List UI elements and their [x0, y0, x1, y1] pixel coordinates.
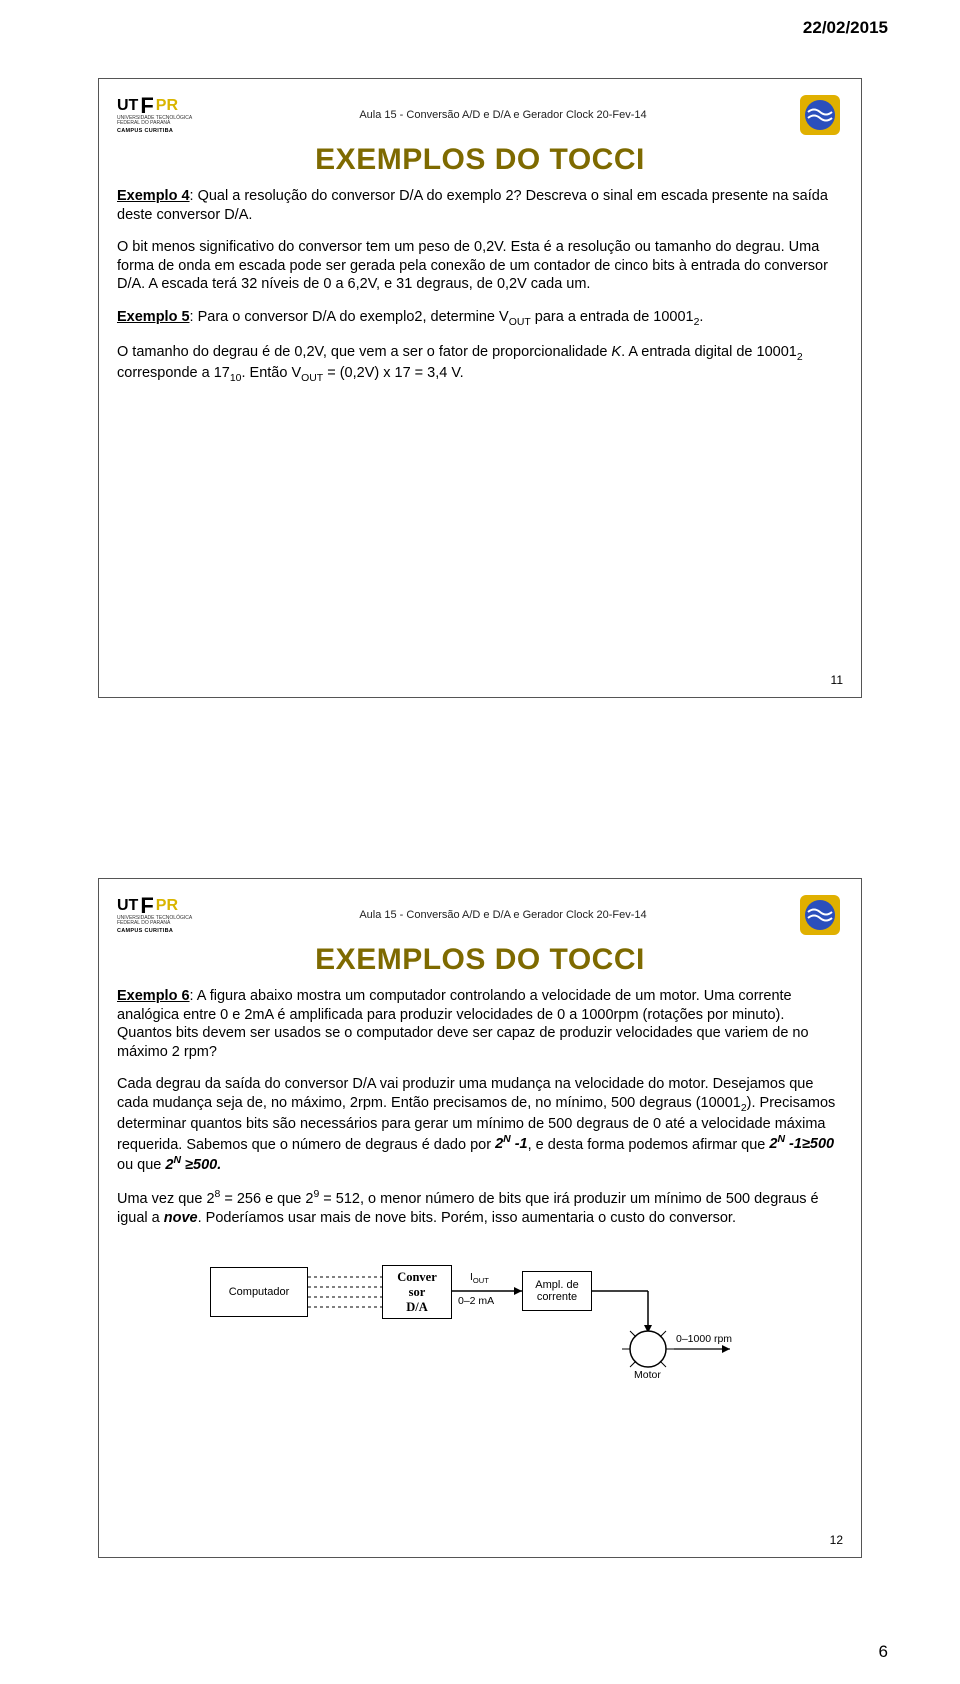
box-conversor: Conver sor D/A [382, 1265, 452, 1319]
logo-text-f: F [140, 97, 153, 115]
ex6-q: : A figura abaixo mostra um computador c… [117, 988, 809, 1060]
exemplo4-q-text: : Qual a resolução do conversor D/A do e… [117, 188, 828, 223]
logo-text-pr: PR [156, 97, 178, 115]
ex5-a2: . A entrada digital de 10001 [621, 344, 797, 360]
page-number: 6 [879, 1642, 888, 1662]
sub-out: OUT [509, 317, 531, 328]
exemplo6-label: Exemplo 6 [117, 988, 190, 1004]
logo-text-pr-2: PR [156, 897, 178, 915]
logo-utfpr: UTFPR UNIVERSIDADE TECNOLÓGICA FEDERAL D… [117, 96, 209, 134]
label-motor: Motor [634, 1369, 661, 1381]
ex5-k: K [611, 344, 621, 360]
box-amp: Ampl. de corrente [522, 1271, 592, 1311]
p2c: , e desta forma podemos afirmar que [528, 1136, 770, 1152]
exemplo6-question: Exemplo 6: A figura abaixo mostra um com… [117, 987, 843, 1061]
sub-out-b: OUT [301, 373, 323, 384]
slide-header: UTFPR UNIVERSIDADE TECNOLÓGICA FEDERAL D… [117, 93, 843, 137]
logo-campus: CAMPUS CURITIBA [117, 128, 209, 134]
exemplo6-p3: Uma vez que 28 = 256 e que 29 = 512, o m… [117, 1188, 843, 1227]
exemplo5-q-part2: para a entrada de 10001 [531, 309, 694, 325]
label-rpm: 0–1000 rpm [676, 1333, 732, 1345]
sub-10: 10 [230, 373, 242, 384]
slide-header-title-2: Aula 15 - Conversão A/D e D/A e Gerador … [217, 909, 789, 921]
exemplo5-answer: O tamanho do degrau é de 0,2V, que vem a… [117, 343, 843, 386]
p3d: . Poderíamos usar mais de nove bits. Por… [198, 1210, 736, 1226]
exemplo4-answer: O bit menos significativo do conversor t… [117, 238, 843, 294]
slide-body: Exemplo 4: Qual a resolução do conversor… [117, 187, 843, 385]
iout-sub: OUT [473, 1276, 489, 1285]
logo-campus-2: CAMPUS CURITIBA [117, 928, 209, 934]
slide-header-2: UTFPR UNIVERSIDADE TECNOLÓGICA FEDERAL D… [117, 893, 843, 937]
sup-n3: N [173, 1155, 181, 1166]
expr2b: -1≥500 [785, 1136, 834, 1152]
logo-badge-icon [797, 93, 843, 137]
exemplo5-q-part3: . [699, 309, 703, 325]
slide-body-2: Exemplo 6: A figura abaixo mostra um com… [117, 987, 843, 1227]
ex5-a5: = (0,2V) x 17 = 3,4 V. [323, 365, 464, 381]
expr3b: ≥500. [181, 1157, 221, 1173]
logo-text-ut-2: UT [117, 897, 138, 915]
slide-2: UTFPR UNIVERSIDADE TECNOLÓGICA FEDERAL D… [98, 878, 862, 1558]
sub-2b: 2 [797, 352, 803, 363]
p2d: ou que [117, 1157, 165, 1173]
label-iout-range: 0–2 mA [458, 1295, 494, 1307]
nove: nove [164, 1210, 198, 1226]
exemplo5-q-part1: : Para o conversor D/A do exemplo2, dete… [190, 309, 509, 325]
slide-number-2: 12 [830, 1533, 843, 1547]
sup-n2: N [777, 1135, 785, 1146]
expr1b: -1 [511, 1136, 528, 1152]
ex5-a4: . Então V [241, 365, 301, 381]
exemplo5-label: Exemplo 5 [117, 309, 190, 325]
ex5-a3: corresponde a 17 [117, 365, 230, 381]
p3a: Uma vez que 2 [117, 1191, 215, 1207]
logo-subtitle-2: UNIVERSIDADE TECNOLÓGICA FEDERAL DO PARA… [117, 916, 209, 926]
logo-text-ut: UT [117, 97, 138, 115]
slide-title-2: EXEMPLOS DO TOCCI [117, 943, 843, 977]
exemplo4-question: Exemplo 4: Qual a resolução do conversor… [117, 187, 843, 224]
label-iout: IOUT [470, 1271, 489, 1285]
expr1: 2 [495, 1136, 503, 1152]
slide-header-title: Aula 15 - Conversão A/D e D/A e Gerador … [217, 109, 789, 121]
exemplo4-label: Exemplo 4 [117, 188, 190, 204]
logo-utfpr-2: UTFPR UNIVERSIDADE TECNOLÓGICA FEDERAL D… [117, 896, 209, 934]
page-date: 22/02/2015 [803, 18, 888, 38]
p3b: = 256 e que 2 [220, 1191, 313, 1207]
ex5-a1: O tamanho do degrau é de 0,2V, que vem a… [117, 344, 611, 360]
sup-n: N [503, 1135, 511, 1146]
slide-number: 11 [831, 673, 843, 687]
box-computador: Computador [210, 1267, 308, 1317]
exemplo5-question: Exemplo 5: Para o conversor D/A do exemp… [117, 308, 843, 329]
slide-title: EXEMPLOS DO TOCCI [117, 143, 843, 177]
logo-text-f-2: F [140, 897, 153, 915]
slide-1: UTFPR UNIVERSIDADE TECNOLÓGICA FEDERAL D… [98, 78, 862, 698]
exemplo6-p2: Cada degrau da saída do conversor D/A va… [117, 1075, 843, 1174]
logo-badge-icon-2 [797, 893, 843, 937]
p2a: Cada degrau da saída do conversor D/A va… [117, 1076, 813, 1111]
block-diagram: Computador Conver sor D/A Ampl. de corre… [200, 1241, 760, 1381]
logo-subtitle: UNIVERSIDADE TECNOLÓGICA FEDERAL DO PARA… [117, 116, 209, 126]
